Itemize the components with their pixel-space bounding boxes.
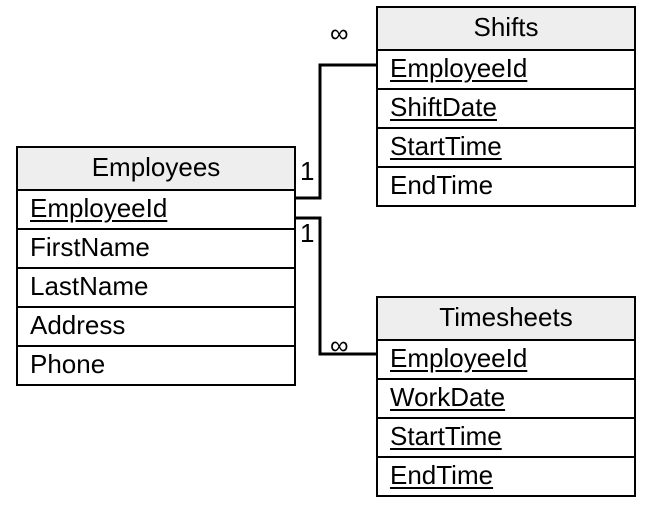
field-timesheets-starttime: StartTime (378, 419, 634, 458)
entity-shifts-title: Shifts (378, 8, 634, 51)
entity-shifts: Shifts EmployeeId ShiftDate StartTime En… (376, 6, 636, 207)
field-timesheets-workdate: WorkDate (378, 380, 634, 419)
field-employees-phone: Phone (18, 347, 294, 384)
field-shifts-employeeid: EmployeeId (378, 51, 634, 90)
entity-timesheets-title: Timesheets (378, 298, 634, 341)
field-employees-firstname: FirstName (18, 230, 294, 269)
field-shifts-starttime: StartTime (378, 129, 634, 168)
field-timesheets-endtime: EndTime (378, 458, 634, 495)
field-employees-lastname: LastName (18, 269, 294, 308)
field-timesheets-employeeid: EmployeeId (378, 341, 634, 380)
entity-employees: Employees EmployeeId FirstName LastName … (16, 146, 296, 386)
er-diagram: 1 ∞ 1 ∞ Employees EmployeeId FirstName L… (0, 0, 652, 517)
field-employees-employeeid: EmployeeId (18, 191, 294, 230)
entity-timesheets: Timesheets EmployeeId WorkDate StartTime… (376, 296, 636, 497)
field-employees-address: Address (18, 308, 294, 347)
cardinality-employees-to-timesheets-one: 1 (300, 218, 314, 249)
cardinality-employees-to-shifts-one: 1 (300, 156, 314, 187)
field-shifts-shiftdate: ShiftDate (378, 90, 634, 129)
cardinality-shifts-many: ∞ (330, 18, 349, 49)
field-shifts-endtime: EndTime (378, 168, 634, 205)
entity-employees-title: Employees (18, 148, 294, 191)
cardinality-timesheets-many: ∞ (330, 330, 349, 361)
